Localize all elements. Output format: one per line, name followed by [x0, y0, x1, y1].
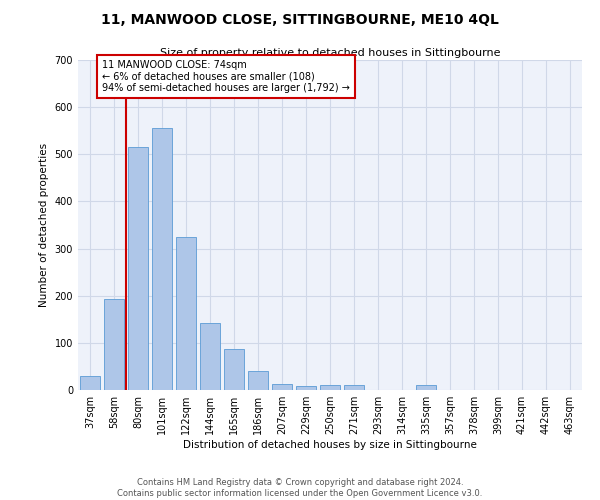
Bar — [104, 299, 124, 390]
Bar — [152, 128, 172, 390]
X-axis label: Distribution of detached houses by size in Sittingbourne: Distribution of detached houses by size … — [183, 440, 477, 450]
Bar — [296, 386, 316, 390]
Bar — [200, 322, 220, 390]
Bar — [224, 348, 244, 390]
Text: Contains HM Land Registry data © Crown copyright and database right 2024.
Contai: Contains HM Land Registry data © Crown c… — [118, 478, 482, 498]
Bar — [248, 371, 268, 390]
Y-axis label: Number of detached properties: Number of detached properties — [39, 143, 49, 307]
Bar — [344, 386, 364, 390]
Bar — [272, 384, 292, 390]
Bar — [320, 386, 340, 390]
Bar — [416, 386, 436, 390]
Bar — [128, 147, 148, 390]
Title: Size of property relative to detached houses in Sittingbourne: Size of property relative to detached ho… — [160, 48, 500, 58]
Text: 11 MANWOOD CLOSE: 74sqm
← 6% of detached houses are smaller (108)
94% of semi-de: 11 MANWOOD CLOSE: 74sqm ← 6% of detached… — [102, 60, 350, 93]
Bar — [80, 376, 100, 390]
Bar — [176, 237, 196, 390]
Text: 11, MANWOOD CLOSE, SITTINGBOURNE, ME10 4QL: 11, MANWOOD CLOSE, SITTINGBOURNE, ME10 4… — [101, 12, 499, 26]
